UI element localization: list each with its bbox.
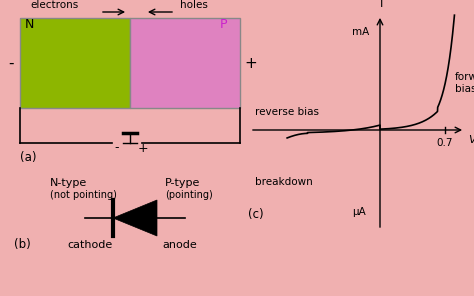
Text: P-type: P-type: [165, 178, 201, 188]
Text: breakdown: breakdown: [255, 177, 313, 187]
Text: -: -: [114, 141, 118, 155]
Text: cathode: cathode: [67, 240, 113, 250]
Bar: [20, 18, 130, 108]
Text: P: P: [220, 18, 228, 31]
Text: mA: mA: [352, 27, 369, 37]
Text: I: I: [380, 0, 383, 10]
Bar: [130, 18, 240, 108]
Text: N-type: N-type: [50, 178, 87, 188]
Text: (b): (b): [14, 238, 31, 251]
Text: anode: anode: [163, 240, 197, 250]
Text: (a): (a): [20, 151, 36, 164]
Polygon shape: [113, 200, 157, 236]
Text: (c): (c): [248, 208, 264, 221]
Text: 0.7: 0.7: [437, 138, 453, 148]
Text: +: +: [244, 56, 257, 70]
Text: +: +: [138, 141, 149, 155]
Text: V: V: [468, 135, 474, 145]
Text: electrons: electrons: [30, 0, 78, 10]
Text: holes: holes: [180, 0, 208, 10]
Text: (not pointing): (not pointing): [50, 190, 117, 200]
Text: bias: bias: [455, 84, 474, 94]
Text: N: N: [25, 18, 35, 31]
Text: reverse bias: reverse bias: [255, 107, 319, 117]
Text: forward: forward: [455, 72, 474, 82]
Text: (pointing): (pointing): [165, 190, 213, 200]
Text: -: -: [8, 56, 13, 70]
Text: μA: μA: [352, 207, 366, 217]
